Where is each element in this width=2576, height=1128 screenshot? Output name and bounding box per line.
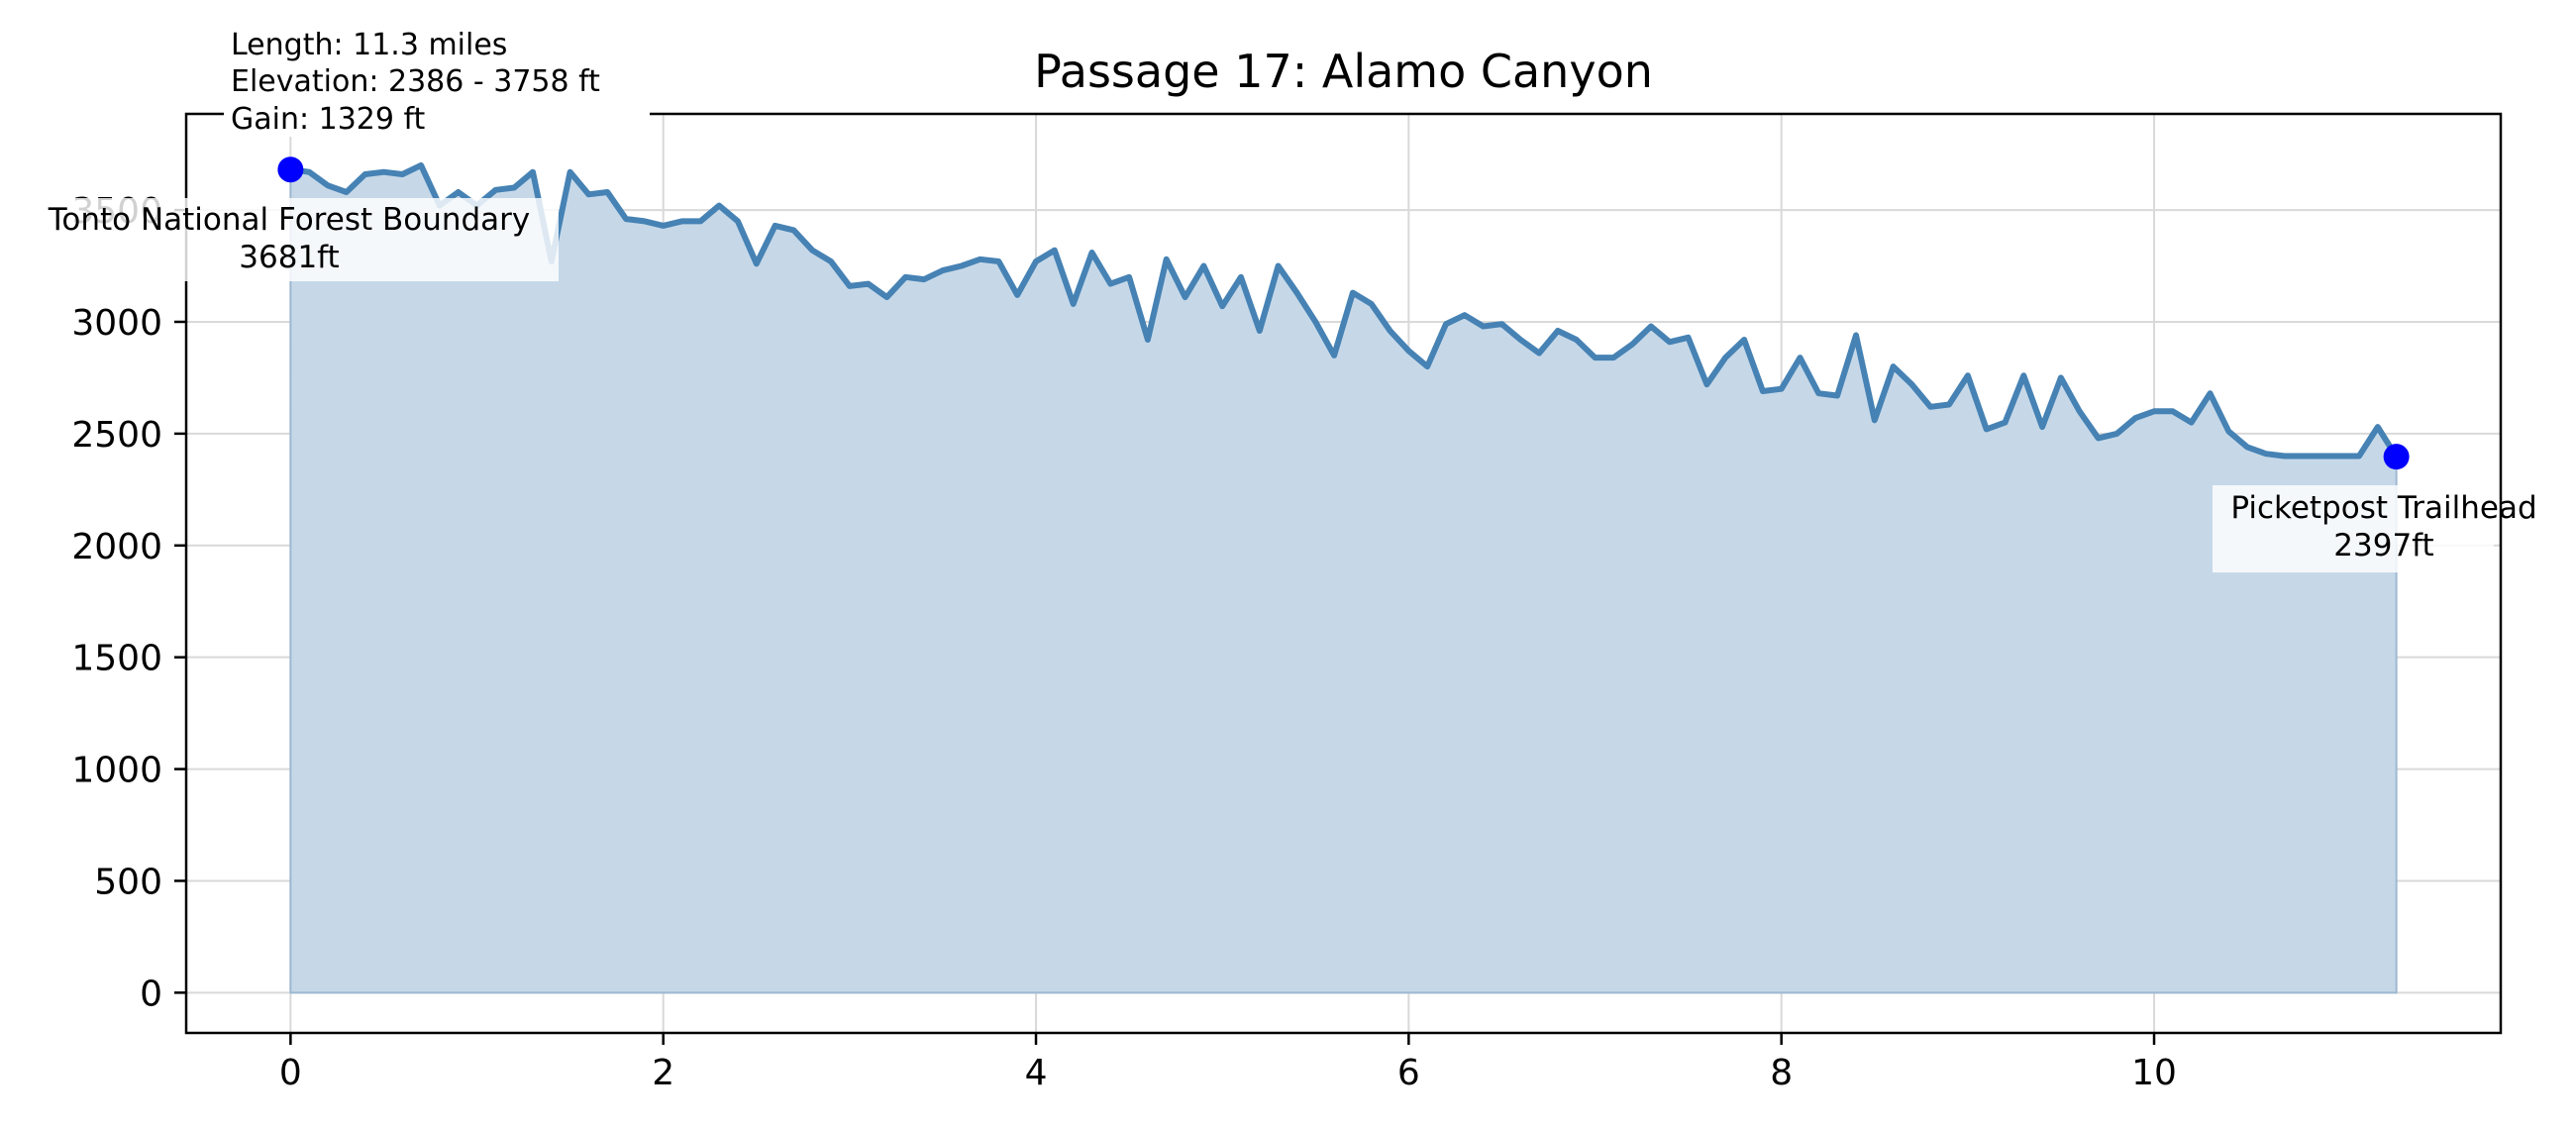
- elevation-area-fill: [289, 163, 2398, 994]
- start-annotation-box: [16, 198, 559, 281]
- x-tick-label: 0: [279, 1053, 302, 1093]
- stats-gain: Gain: 1329 ft: [231, 102, 426, 137]
- start-annotation-value: 3681ft: [239, 240, 339, 275]
- y-tick-label: 0: [140, 974, 162, 1014]
- x-tick-label: 2: [652, 1053, 674, 1093]
- axes-frame: [184, 112, 2503, 1035]
- end-point-marker: [2383, 444, 2410, 470]
- axis-ticks: 02468100500100015002000250030003500: [71, 191, 2177, 1093]
- elevation-line: [290, 161, 2400, 460]
- y-tick-label: 1000: [71, 751, 162, 791]
- start-point-marker: [277, 156, 304, 183]
- plot-area: [289, 161, 2400, 994]
- end-annotation-value: 2397ft: [2333, 528, 2433, 564]
- x-tick-label: 6: [1397, 1053, 1420, 1093]
- stats-background: [224, 18, 650, 137]
- chart-title: Passage 17: Alamo Canyon: [1034, 45, 1653, 98]
- y-tick-label: 2000: [71, 527, 162, 567]
- endpoint-markers: [277, 156, 2410, 470]
- start-annotation-label: Tonto National Forest Boundary: [48, 202, 531, 238]
- y-tick-label: 500: [94, 862, 162, 902]
- y-tick-label: 2500: [71, 415, 162, 456]
- x-tick-label: 10: [2131, 1053, 2177, 1093]
- x-tick-label: 8: [1770, 1053, 1793, 1093]
- y-tick-label: 1500: [71, 639, 162, 679]
- x-tick-label: 4: [1025, 1053, 1048, 1093]
- end-annotation-box: [2213, 485, 2494, 572]
- stats-length: Length: 11.3 miles: [231, 28, 507, 62]
- y-tick-label: 3000: [71, 303, 162, 344]
- end-annotation-label: Picketpost Trailhead: [2230, 490, 2536, 526]
- stats-elevation: Elevation: 2386 - 3758 ft: [231, 64, 600, 99]
